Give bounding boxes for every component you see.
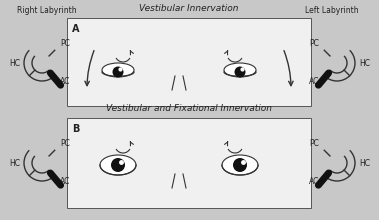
Ellipse shape: [102, 63, 134, 77]
Text: PC: PC: [309, 139, 319, 147]
Bar: [67, 118, 311, 208]
Text: AC: AC: [309, 176, 319, 185]
Text: HC: HC: [9, 158, 20, 167]
Text: PC: PC: [60, 38, 70, 48]
Ellipse shape: [224, 63, 256, 77]
Text: AC: AC: [309, 77, 319, 86]
Text: Vestibular Innervation: Vestibular Innervation: [139, 4, 239, 13]
Text: HC: HC: [9, 59, 20, 68]
Ellipse shape: [235, 66, 246, 77]
Text: B: B: [72, 124, 79, 134]
Ellipse shape: [233, 158, 247, 172]
Ellipse shape: [100, 155, 136, 175]
Text: A: A: [72, 24, 80, 34]
Text: PC: PC: [60, 139, 70, 147]
Text: Left Labyrinth: Left Labyrinth: [305, 6, 359, 15]
Text: Right Labyrinth: Right Labyrinth: [17, 6, 77, 15]
Text: AC: AC: [60, 176, 70, 185]
Ellipse shape: [222, 155, 258, 175]
Text: Vestibular and Fixational Innervation: Vestibular and Fixational Innervation: [106, 104, 272, 113]
Text: HC: HC: [359, 158, 370, 167]
Bar: [67, 18, 311, 106]
Text: AC: AC: [60, 77, 70, 86]
Ellipse shape: [111, 158, 125, 172]
Ellipse shape: [113, 66, 124, 77]
Text: HC: HC: [359, 59, 370, 68]
Text: PC: PC: [309, 38, 319, 48]
